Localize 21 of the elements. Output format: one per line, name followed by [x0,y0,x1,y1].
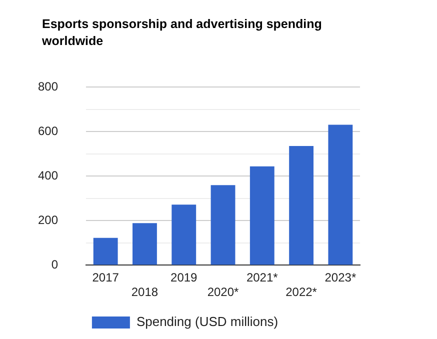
bar [93,238,118,265]
chart-title: Esports sponsorship and advertising spending worldwide [42,16,323,50]
bar [172,204,196,265]
y-tick-label: 400 [38,168,58,183]
x-tick-label: 2021* [246,270,278,285]
y-tick-label: 800 [38,80,58,94]
bar [289,146,314,265]
y-tick-label: 200 [38,213,58,228]
x-tick-label: 2017 [92,270,120,285]
y-tick-label: 0 [51,258,58,272]
x-tick-label: 2023* [324,270,356,285]
x-tick-label: 2020* [207,285,240,300]
bar [210,185,236,265]
bar [250,166,274,265]
x-tick-label: 2018 [131,285,158,300]
bar [132,223,157,265]
legend-label: Spending (USD millions) [136,314,278,330]
x-tick-label: 2019 [170,270,198,285]
x-tick-label: 2022* [286,285,318,300]
y-tick-label: 600 [38,124,58,138]
bar [328,124,353,265]
